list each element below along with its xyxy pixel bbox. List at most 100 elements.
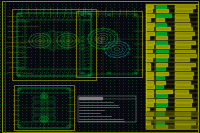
Point: [42, 41, 46, 43]
Point: [73, 38, 76, 40]
Bar: [156, 85, 163, 88]
Point: [126, 120, 129, 122]
Point: [91, 62, 94, 64]
Point: [135, 24, 138, 26]
Point: [113, 129, 116, 131]
Point: [34, 129, 37, 131]
Point: [144, 106, 147, 108]
Point: [139, 88, 142, 90]
Point: [78, 76, 81, 78]
Point: [100, 65, 103, 67]
Point: [82, 100, 85, 102]
Point: [7, 62, 10, 64]
Point: [126, 18, 129, 20]
Point: [16, 59, 19, 61]
Point: [20, 50, 24, 52]
Point: [29, 68, 32, 70]
Point: [64, 76, 68, 78]
Point: [3, 24, 6, 26]
Point: [113, 65, 116, 67]
Point: [20, 44, 24, 46]
Point: [86, 62, 90, 64]
Bar: [175, 14, 188, 17]
Point: [113, 82, 116, 84]
Point: [104, 32, 107, 35]
Point: [12, 126, 15, 128]
Point: [144, 85, 147, 87]
Point: [104, 53, 107, 55]
Point: [38, 56, 41, 58]
Point: [16, 24, 19, 26]
Point: [51, 41, 54, 43]
Point: [95, 62, 98, 64]
Bar: [175, 5, 195, 8]
Point: [60, 68, 63, 70]
Point: [139, 103, 142, 105]
Point: [82, 126, 85, 128]
Point: [73, 59, 76, 61]
Point: [113, 41, 116, 43]
Point: [69, 82, 72, 84]
Point: [0, 30, 2, 32]
Point: [91, 47, 94, 49]
Point: [3, 106, 6, 108]
Point: [130, 70, 134, 73]
Point: [91, 109, 94, 111]
Point: [7, 76, 10, 78]
Point: [108, 109, 112, 111]
Point: [60, 21, 63, 23]
Point: [16, 88, 19, 90]
Point: [135, 38, 138, 40]
Point: [100, 3, 103, 5]
Point: [64, 111, 68, 114]
Point: [51, 21, 54, 23]
Point: [20, 73, 24, 76]
Point: [122, 24, 125, 26]
Point: [113, 79, 116, 81]
Point: [29, 18, 32, 20]
Point: [108, 41, 112, 43]
Point: [73, 97, 76, 99]
Point: [135, 70, 138, 73]
Point: [122, 103, 125, 105]
Point: [104, 9, 107, 11]
Point: [130, 97, 134, 99]
Point: [0, 68, 2, 70]
Point: [135, 76, 138, 78]
Bar: [156, 94, 167, 97]
Point: [108, 91, 112, 93]
Point: [64, 94, 68, 96]
Point: [0, 59, 2, 61]
Point: [51, 30, 54, 32]
Point: [25, 0, 28, 2]
Point: [56, 120, 59, 122]
Point: [64, 70, 68, 73]
Point: [122, 12, 125, 14]
Point: [0, 24, 2, 26]
Point: [108, 94, 112, 96]
Bar: [146, 54, 154, 57]
Point: [130, 65, 134, 67]
Point: [25, 109, 28, 111]
Point: [42, 3, 46, 5]
Point: [91, 27, 94, 29]
Point: [7, 0, 10, 2]
Bar: [146, 18, 150, 21]
Point: [38, 38, 41, 40]
Point: [38, 32, 41, 35]
Point: [51, 117, 54, 119]
Bar: [146, 59, 152, 61]
Point: [117, 109, 120, 111]
Point: [25, 41, 28, 43]
Point: [139, 123, 142, 125]
Point: [38, 76, 41, 78]
Point: [47, 38, 50, 40]
Point: [126, 76, 129, 78]
Point: [78, 126, 81, 128]
Point: [73, 9, 76, 11]
Point: [64, 27, 68, 29]
Point: [144, 68, 147, 70]
Point: [122, 6, 125, 8]
Point: [34, 47, 37, 49]
Point: [29, 15, 32, 17]
